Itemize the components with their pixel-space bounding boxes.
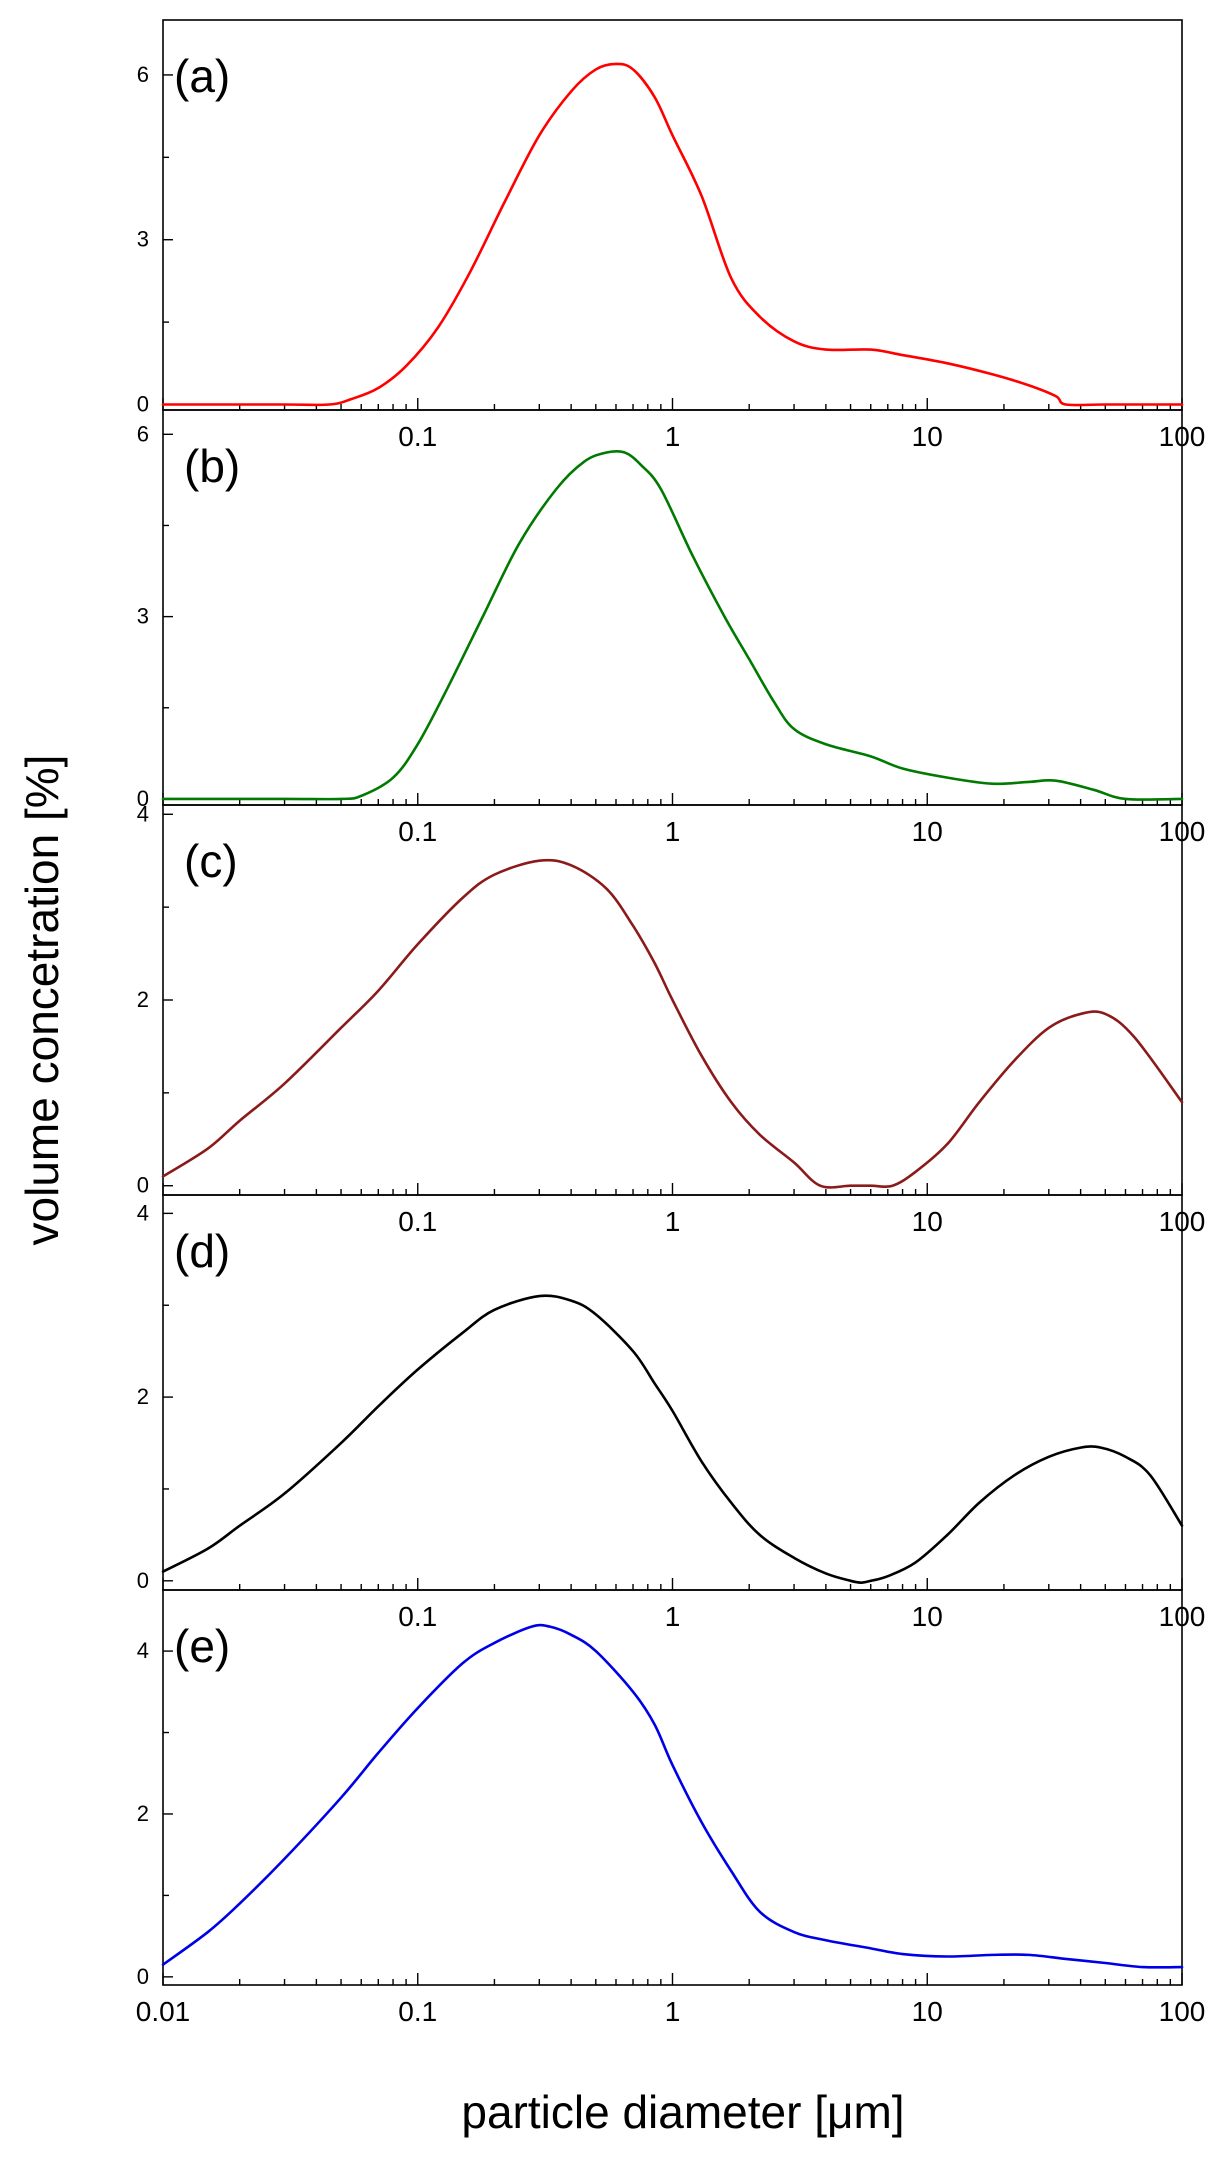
x-tick-label: 0.1 — [398, 1996, 437, 2027]
y-tick-label: 0 — [137, 1568, 149, 1593]
series-line — [161, 449, 1184, 801]
x-tick-label: 1 — [665, 1601, 681, 1632]
panel-e: 0.01 0.1 1 10 100 0 2 4 (e) — [136, 1589, 1206, 2027]
y-tick-label: 0 — [137, 1964, 149, 1989]
y-tick-label: 0 — [137, 1173, 149, 1198]
y-tick-label: 4 — [137, 1200, 149, 1225]
x-axis-title: particle diameter [μm] — [461, 2086, 904, 2138]
plot-frame — [162, 1589, 1183, 1986]
x-tick-label: 0.01 — [136, 1996, 191, 2027]
y-tick-label: 0 — [137, 392, 149, 417]
x-tick-label: 10 — [912, 421, 943, 452]
panel-label: (d) — [174, 1225, 230, 1277]
x-tick-label: 0.1 — [398, 421, 437, 452]
y-tick-label: 4 — [137, 801, 149, 826]
x-tick-label: 10 — [912, 1206, 943, 1237]
panel-label: (b) — [184, 440, 240, 492]
series-line — [161, 62, 1184, 407]
x-tick-label: 1 — [665, 1206, 681, 1237]
y-tick-label: 2 — [137, 1801, 149, 1826]
y-tick-label: 2 — [137, 1384, 149, 1409]
x-tick-label: 1 — [665, 1996, 681, 2027]
y-tick-label: 6 — [137, 62, 149, 87]
x-tick-label: 0.1 — [398, 1601, 437, 1632]
panel-label: (c) — [184, 835, 238, 887]
x-tick-label: 100 — [1159, 1996, 1206, 2027]
y-tick-label: 0 — [137, 786, 149, 811]
x-tick-label: 10 — [912, 1996, 943, 2027]
plot-frame — [162, 1194, 1183, 1591]
x-tick-label: 10 — [912, 816, 943, 847]
x-tick-label: 0.1 — [398, 1206, 437, 1237]
y-tick-label: 4 — [137, 1638, 149, 1663]
x-tick-label: 0.1 — [398, 816, 437, 847]
x-tick-label: 1 — [665, 421, 681, 452]
plot-frame — [162, 19, 1183, 411]
x-tick-label: 1 — [665, 816, 681, 847]
x-tick-label: 10 — [912, 1601, 943, 1632]
y-axis-title: volume concetration [%] — [16, 755, 68, 1246]
y-tick-label: 3 — [137, 227, 149, 252]
series-line — [161, 858, 1184, 1189]
panel-label: (a) — [174, 50, 230, 102]
series-line — [161, 1623, 1184, 1969]
y-tick-label: 6 — [137, 421, 149, 446]
plot-frame — [162, 409, 1183, 806]
series-line — [161, 1294, 1184, 1584]
panel-label: (e) — [174, 1620, 230, 1672]
y-tick-label: 2 — [137, 987, 149, 1012]
y-tick-label: 3 — [137, 604, 149, 629]
